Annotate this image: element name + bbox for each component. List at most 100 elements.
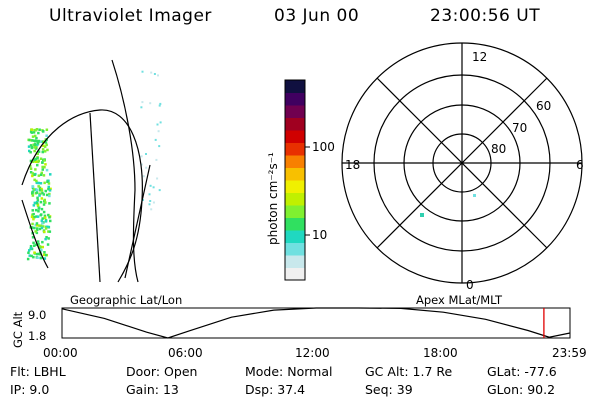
glat-value: -77.6 [524, 364, 557, 379]
emission-pixel [157, 130, 160, 133]
emission-pixel [39, 157, 43, 160]
emission-pixel [35, 202, 39, 205]
colorbar-frame [284, 79, 306, 281]
emission-pixel [37, 210, 40, 213]
emission-pixel [44, 227, 48, 230]
emission-pixel [44, 163, 47, 166]
altitude-xtick-label: 12:00 [295, 346, 330, 360]
altitude-ylabel: GC Alt [11, 311, 25, 348]
emission-pixel [37, 242, 40, 246]
colorbar-segment [285, 242, 305, 256]
emission-pixel [35, 252, 39, 256]
dsp-value: 37.4 [277, 382, 306, 397]
emission-pixel [36, 215, 40, 218]
emission-pixel [47, 237, 50, 240]
emission-pixel [140, 106, 143, 109]
emission-pixel [39, 224, 43, 228]
emission-pixel [44, 189, 47, 193]
auroral-emission-geo [26, 70, 162, 261]
lat-label-80: 80 [491, 142, 506, 156]
emission-pixel [34, 139, 37, 143]
emission-pixel [27, 251, 30, 254]
emission-pixel [37, 207, 41, 210]
emission-pixel [158, 104, 161, 107]
altitude-ytick-label: 9.0 [28, 308, 46, 322]
emission-pixel [29, 144, 33, 147]
emission-pixel [26, 257, 30, 261]
emission-pixel [156, 177, 159, 180]
emission-pixel [39, 200, 43, 204]
emission-pixel [40, 171, 43, 175]
emission-pixel [30, 254, 33, 258]
emission-pixel [36, 240, 40, 243]
emission-pixel [43, 159, 46, 162]
emission-pixel [33, 143, 37, 147]
emission-pixel [46, 148, 49, 152]
emission-pixel [39, 256, 43, 260]
glon-label: GLon: [487, 382, 524, 397]
emission-pixel [38, 189, 42, 192]
mode-label: Mode: [245, 364, 284, 379]
emission-pixel [33, 146, 37, 149]
emission-pixel [35, 215, 38, 218]
emission-pixel [29, 171, 33, 174]
emission-pixel [38, 227, 42, 231]
emission-pixel [41, 150, 44, 154]
emission-pixel [33, 216, 36, 219]
emission-pixel [40, 226, 44, 230]
emission-pixel [42, 130, 45, 133]
emission-pixel [40, 248, 43, 252]
emission-pixel [45, 236, 48, 239]
colorbar-segment [285, 255, 305, 268]
instrument-title: Ultraviolet Imager [49, 6, 212, 26]
emission-pixel [39, 173, 43, 176]
emission-pixel [28, 249, 31, 252]
emission-pixel [28, 254, 31, 257]
emission-pixel [33, 178, 36, 182]
colorbar-segment [285, 230, 305, 243]
mode-status: Mode: Normal [245, 364, 333, 379]
emission-pixel [41, 245, 44, 249]
altitude-xtick-label: 18:00 [423, 346, 458, 360]
emission-pixel [29, 151, 32, 154]
altitude-plot: GC Alt 9.0 1.8 00:00 06:00 12:00 18:00 2… [11, 307, 587, 360]
glat-label: GLat: [487, 364, 521, 379]
emission-pixel [29, 245, 33, 248]
emission-pixel [37, 131, 40, 135]
ip-status: IP: 9.0 [10, 382, 49, 397]
emission-pixel [32, 217, 35, 221]
colorbar-segment [285, 92, 305, 106]
altitude-plot-frame [61, 307, 571, 339]
emission-pixel [155, 158, 158, 161]
emission-pixel [33, 173, 36, 176]
altitude-xtick-label: 23:59 [552, 346, 587, 360]
emission-pixel [35, 144, 38, 147]
ip-label: IP: [10, 382, 26, 397]
colorbar-segment [285, 80, 305, 93]
emission-pixel [34, 129, 37, 132]
altitude-ytick-label: 1.8 [28, 329, 46, 343]
emission-pixel [43, 198, 46, 202]
emission-pixel [38, 194, 41, 197]
emission-pixel [32, 212, 35, 216]
emission-pixel [47, 213, 50, 217]
gain-value: 13 [162, 382, 179, 397]
emission-pixel [41, 217, 44, 220]
emission-pixel [45, 128, 49, 131]
emission-pixel [40, 219, 44, 222]
emission-pixel [35, 128, 39, 131]
emission-pixel [34, 168, 37, 171]
emission-pixel [158, 145, 161, 148]
colorbar-segment [285, 130, 305, 143]
emission-pixel [31, 135, 35, 138]
emission-pixel [47, 185, 50, 189]
emission-pixel [154, 138, 157, 141]
emission-pixel [48, 194, 51, 198]
emission-pixel [32, 255, 35, 259]
emission-pixel [145, 153, 147, 155]
lat-label-60: 60 [536, 99, 551, 113]
emission-pixel [43, 257, 47, 260]
emission-pixel [29, 159, 33, 163]
emission-pixel [33, 201, 37, 205]
